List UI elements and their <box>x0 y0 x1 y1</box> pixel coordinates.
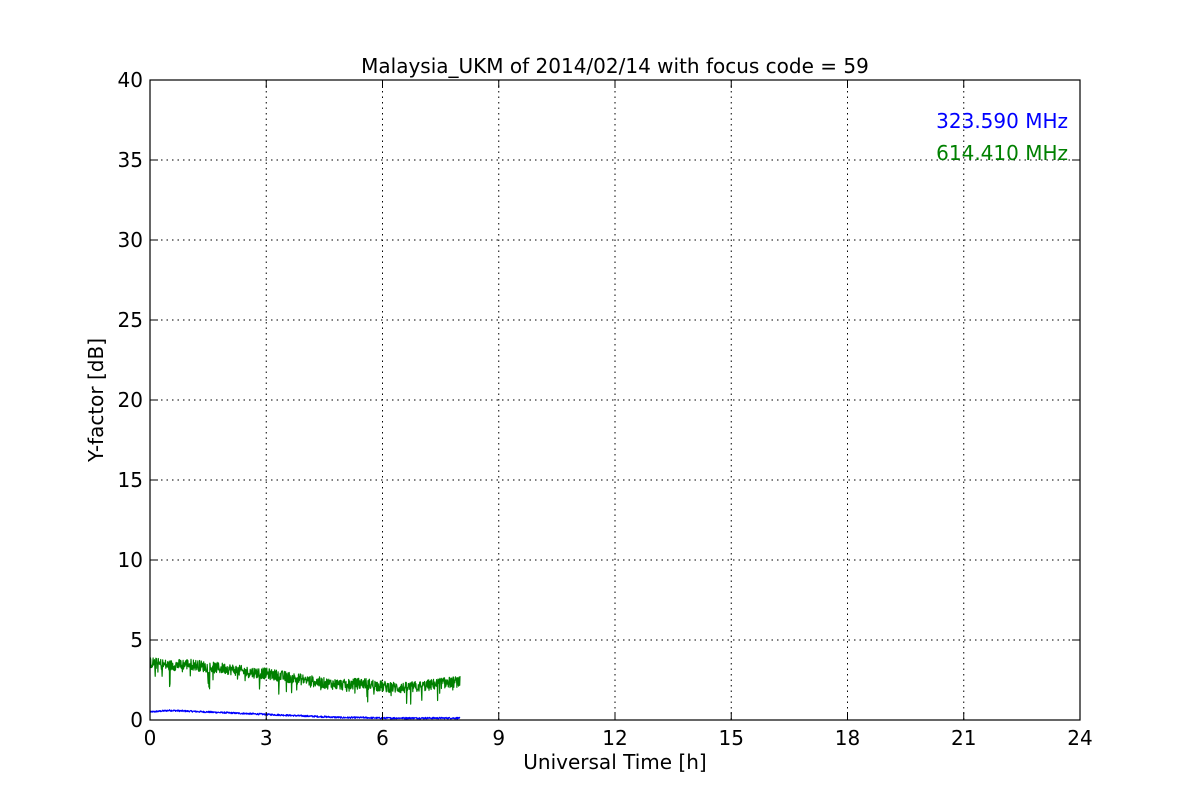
y-tick-label: 35 <box>118 148 143 172</box>
x-tick-label: 12 <box>602 726 627 750</box>
series-line-323-590-mhz <box>149 709 461 720</box>
y-tick-label: 10 <box>118 548 143 572</box>
y-tick-label: 20 <box>118 388 143 412</box>
y-tick-label: 40 <box>118 68 143 92</box>
x-tick-label: 15 <box>719 726 744 750</box>
y-tick-label: 30 <box>118 228 143 252</box>
chart-title: Malaysia_UKM of 2014/02/14 with focus co… <box>361 54 869 78</box>
legend-label-323-590-mhz: 323.590 MHz <box>936 109 1068 133</box>
y-tick-label: 0 <box>130 708 143 732</box>
x-tick-label: 18 <box>835 726 860 750</box>
x-tick-label: 3 <box>260 726 273 750</box>
legend: 323.590 MHz 614.410 MHz <box>936 109 1068 165</box>
x-tick-label: 0 <box>144 726 157 750</box>
series-line-614-410-mhz <box>149 656 461 705</box>
x-axis-label: Universal Time [h] <box>523 750 706 774</box>
y-tick-label: 25 <box>118 308 143 332</box>
y-tick-label: 5 <box>130 628 143 652</box>
x-tick-label: 6 <box>376 726 389 750</box>
x-tick-label: 9 <box>492 726 505 750</box>
x-tick-label: 24 <box>1067 726 1092 750</box>
y-tick-label: 15 <box>118 468 143 492</box>
grid <box>149 79 1081 721</box>
x-tick-label: 21 <box>951 726 976 750</box>
plot-series <box>149 656 461 720</box>
y-axis-label: Y-factor [dB] <box>84 338 108 463</box>
axis-ticks: 0 3 6 9 12 15 18 21 24 0 5 10 15 20 25 30 35 40 <box>118 68 1093 750</box>
legend-label-614-410-mhz: 614.410 MHz <box>936 141 1068 165</box>
